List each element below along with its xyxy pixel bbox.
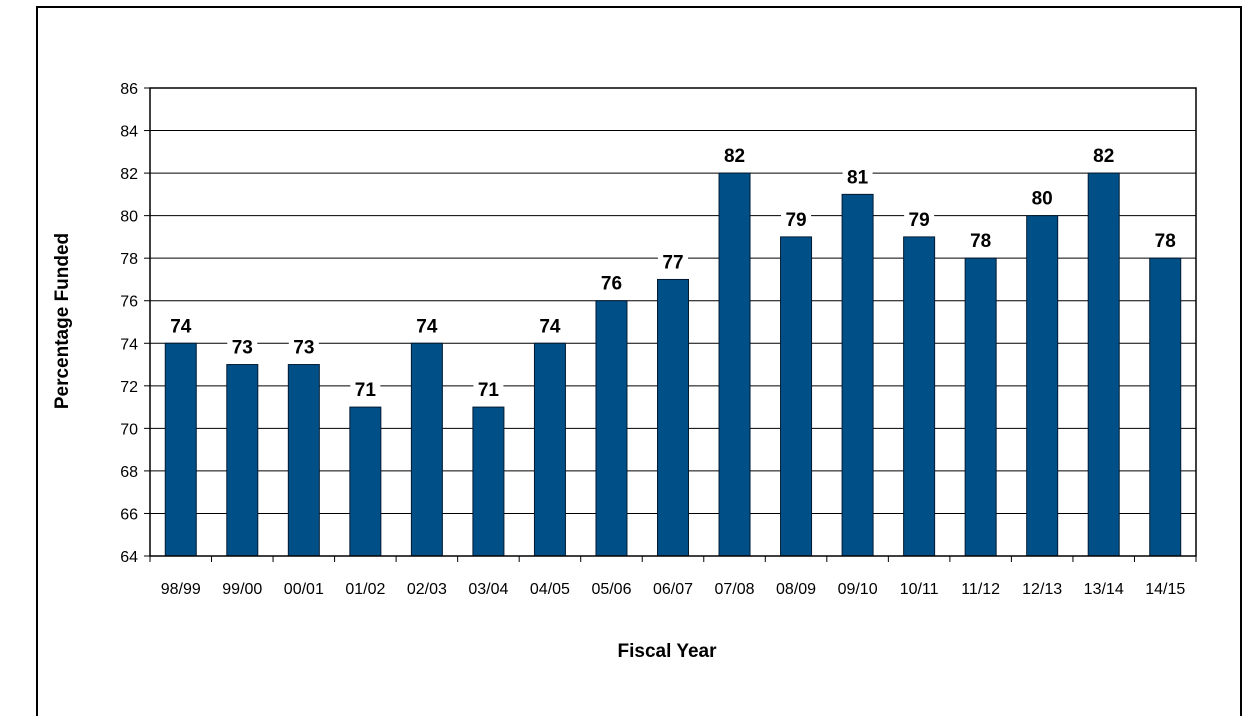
- data-label: 80: [1032, 189, 1053, 210]
- y-tick-label: 64: [120, 549, 138, 566]
- data-label-bg: [1088, 144, 1119, 167]
- data-label-bg: [411, 314, 442, 337]
- data-label: 76: [601, 274, 622, 295]
- data-label: 81: [847, 167, 869, 188]
- data-label-bg: [165, 314, 196, 337]
- y-tick-label: 76: [120, 294, 138, 311]
- plot-border: [149, 87, 1197, 557]
- x-tick-label: 02/03: [407, 581, 447, 598]
- data-label-bg: [473, 378, 504, 401]
- y-tick-label: 80: [120, 209, 138, 226]
- bar: [164, 342, 197, 557]
- y-axis-title: Percentage Funded: [52, 233, 73, 409]
- data-label-bg: [1027, 186, 1058, 209]
- data-label: 82: [724, 146, 745, 167]
- data-label: 79: [909, 210, 930, 231]
- x-tick-label: 01/02: [345, 581, 385, 598]
- data-label: 74: [416, 316, 438, 337]
- x-tick-label: 13/14: [1084, 581, 1124, 598]
- x-tick-label: 07/08: [715, 581, 755, 598]
- data-label-bg: [965, 229, 996, 252]
- data-label-bg: [534, 314, 565, 337]
- data-label: 73: [232, 338, 253, 359]
- data-label: 82: [1093, 146, 1114, 167]
- bar: [903, 236, 936, 557]
- y-tick-label: 84: [120, 124, 138, 141]
- data-label-bg: [596, 271, 627, 294]
- bar: [533, 342, 566, 557]
- x-tick-label: 03/04: [468, 581, 508, 598]
- data-label-bg: [1150, 229, 1181, 252]
- axes: 64 66 68 70 72 74 76 78 80 82 84 86 98/99 99/00 00/01 0…: [120, 81, 1197, 598]
- x-tick-label: 06/07: [653, 581, 693, 598]
- y-tick-label: 86: [120, 81, 138, 98]
- y-tick-label: 68: [120, 464, 138, 481]
- data-label: 78: [970, 231, 991, 252]
- data-label: 79: [785, 210, 806, 231]
- bar: [1149, 257, 1182, 557]
- data-label: 71: [355, 380, 377, 401]
- data-label-bg: [842, 165, 873, 188]
- x-tick-label: 00/01: [284, 581, 324, 598]
- bar: [595, 300, 628, 557]
- x-tick-label: 11/12: [961, 581, 1000, 598]
- bar: [657, 278, 689, 557]
- bars: [164, 172, 1182, 557]
- x-tick-label: 14/15: [1145, 581, 1185, 598]
- x-tick-label: 05/06: [591, 581, 631, 598]
- bar: [780, 236, 813, 557]
- bar: [718, 172, 751, 557]
- x-tick-label: 04/05: [530, 581, 570, 598]
- y-tick-label: 66: [120, 506, 138, 523]
- data-label-bg: [904, 207, 935, 230]
- y-tick-label: 70: [120, 421, 138, 438]
- bar: [226, 364, 259, 557]
- bar: [1087, 172, 1120, 557]
- bar: [472, 406, 505, 557]
- y-tick-label: 72: [120, 379, 138, 396]
- data-label-bg: [227, 335, 258, 358]
- bar: [287, 364, 320, 557]
- y-tick-label: 74: [120, 336, 138, 353]
- data-label-bg: [288, 335, 319, 358]
- bar: [841, 193, 874, 557]
- y-tick-label: 82: [120, 166, 138, 183]
- x-tick-label: 10/11: [900, 581, 939, 598]
- data-label: 74: [170, 316, 192, 337]
- data-label: 78: [1155, 231, 1176, 252]
- x-axis-title: Fiscal Year: [618, 641, 718, 662]
- x-tick-label: 98/99: [161, 581, 201, 598]
- data-label: 73: [293, 338, 314, 359]
- data-label: 74: [539, 316, 561, 337]
- x-tick-label: 99/00: [222, 581, 262, 598]
- data-label-bg: [719, 144, 750, 167]
- bar: [349, 406, 382, 557]
- x-tick-label: 12/13: [1022, 581, 1062, 598]
- data-label: 71: [478, 380, 500, 401]
- bar: [1026, 215, 1059, 557]
- data-label-bg: [658, 250, 688, 273]
- y-tick-label: 78: [120, 251, 138, 268]
- x-tick-label: 08/09: [776, 581, 816, 598]
- data-labels: 74 73 73 71 74 71 74 76 77 82 79 81 79 78 80 82 78: [165, 144, 1181, 401]
- bar: [964, 257, 997, 557]
- data-label-bg: [781, 207, 812, 230]
- data-label: 77: [662, 252, 683, 273]
- x-tick-label: 09/10: [838, 581, 878, 598]
- bar: [410, 342, 443, 557]
- data-label-bg: [350, 378, 381, 401]
